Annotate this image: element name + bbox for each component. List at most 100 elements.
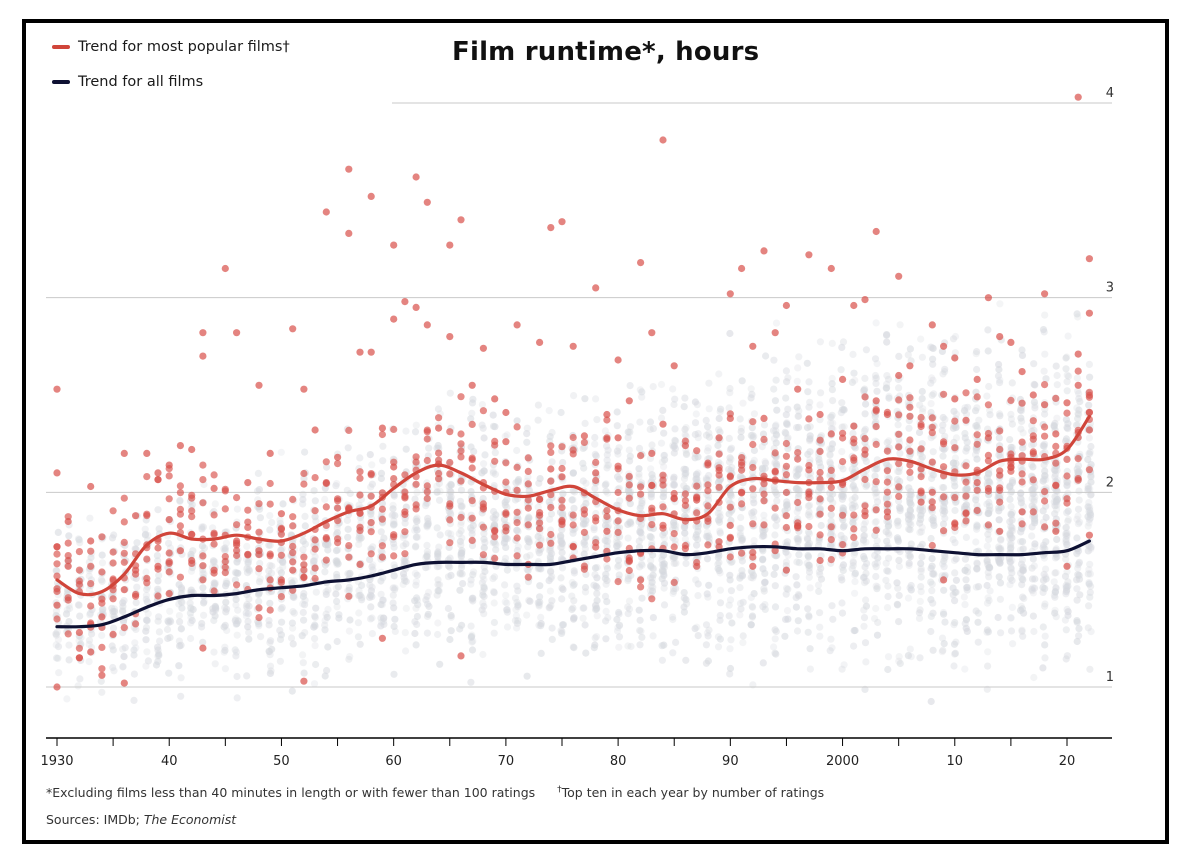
popular-film-dot	[345, 229, 353, 237]
all-film-dot	[62, 610, 71, 618]
popular-film-dot	[625, 481, 633, 489]
all-film-dot	[223, 579, 231, 588]
all-film-dot	[490, 507, 498, 516]
popular-film-dot	[378, 515, 386, 523]
popular-film-dot	[580, 432, 589, 440]
all-film-dot	[795, 559, 803, 567]
all-film-dot	[805, 561, 813, 569]
popular-film-dot	[1085, 426, 1093, 434]
popular-film-dot	[289, 558, 297, 566]
all-film-dot	[828, 339, 836, 347]
all-film-dot	[377, 622, 385, 630]
all-film-dot	[659, 531, 667, 539]
all-film-dot	[399, 534, 407, 542]
all-film-dot	[915, 609, 924, 617]
all-film-dot	[648, 515, 656, 523]
all-film-dot	[749, 574, 757, 582]
all-film-dot	[792, 594, 800, 602]
all-film-dot	[411, 597, 419, 605]
popular-film-dot	[457, 440, 465, 448]
all-film-dot	[187, 567, 196, 575]
all-film-dot	[670, 473, 678, 481]
popular-film-dot	[1029, 435, 1037, 443]
all-film-dot	[422, 564, 430, 572]
popular-film-dot	[491, 533, 499, 541]
all-film-dot	[276, 516, 284, 524]
all-film-dot	[848, 465, 856, 473]
all-film-dot	[1062, 365, 1070, 373]
popular-film-dot	[794, 498, 802, 507]
all-film-dot	[829, 490, 837, 498]
all-film-dot	[771, 582, 779, 590]
popular-film-dot	[120, 549, 128, 557]
popular-film-dot	[446, 333, 454, 341]
all-film-dot	[838, 399, 846, 407]
all-film-dot	[1063, 353, 1071, 361]
all-film-dot	[523, 553, 531, 561]
all-film-dot	[828, 644, 836, 652]
popular-film-dot	[861, 393, 869, 401]
popular-film-dot	[827, 466, 835, 474]
all-film-dot	[321, 672, 329, 680]
all-film-dot	[233, 558, 241, 566]
popular-film-dot	[322, 534, 330, 542]
all-film-dot	[358, 594, 366, 602]
all-film-dot	[635, 465, 643, 473]
all-film-dot	[356, 591, 364, 599]
popular-film-dot	[266, 606, 274, 614]
all-film-dot	[423, 592, 431, 601]
all-film-dot	[469, 594, 477, 602]
all-film-dot	[826, 541, 835, 550]
all-film-dot	[457, 564, 466, 572]
all-film-dot	[884, 665, 892, 674]
popular-film-dot	[1041, 523, 1049, 531]
all-film-dot	[603, 461, 611, 469]
popular-film-dot	[659, 481, 667, 489]
all-film-dot	[938, 634, 947, 642]
all-film-dot	[323, 666, 331, 675]
all-film-dot	[750, 590, 758, 598]
popular-film-dot	[782, 471, 791, 479]
all-film-dot	[962, 501, 970, 510]
popular-film-dot	[984, 294, 993, 302]
all-film-dot	[267, 667, 275, 675]
all-film-dot	[423, 629, 431, 637]
all-film-dot	[737, 605, 745, 613]
all-film-dot	[919, 405, 927, 413]
all-film-dot	[657, 439, 666, 447]
popular-film-dot	[457, 652, 465, 660]
all-film-dot	[728, 619, 736, 627]
all-film-dot	[613, 615, 621, 624]
popular-film-dot	[255, 565, 263, 573]
all-film-dot	[411, 569, 419, 578]
all-film-dot	[883, 331, 891, 339]
legend-swatch-all	[52, 80, 70, 84]
all-film-dot	[492, 511, 500, 519]
all-film-dot	[893, 476, 902, 484]
all-film-dot	[1040, 367, 1048, 375]
popular-film-dot	[928, 321, 936, 329]
popular-film-dot	[143, 449, 151, 457]
all-film-dot	[918, 453, 927, 461]
popular-film-dot	[75, 644, 83, 652]
popular-film-dot	[266, 500, 274, 508]
popular-film-dot	[87, 537, 95, 545]
all-film-dot	[860, 427, 869, 435]
popular-film-dot	[390, 533, 398, 541]
all-film-dot	[773, 406, 781, 414]
all-film-dot	[986, 411, 994, 419]
all-film-dot	[546, 553, 555, 562]
popular-film-dot	[861, 450, 869, 458]
all-film-dot	[590, 526, 598, 534]
all-film-dot	[390, 604, 398, 612]
popular-film-dot	[378, 430, 386, 439]
all-film-dot	[951, 650, 959, 658]
popular-film-dot	[951, 494, 959, 502]
popular-film-dot	[188, 559, 196, 568]
all-film-dot	[290, 593, 298, 602]
all-film-dot	[782, 367, 791, 375]
all-film-dot	[1073, 596, 1081, 604]
all-film-dot	[839, 338, 848, 346]
all-film-dot	[1086, 560, 1094, 568]
all-film-dot	[840, 423, 848, 431]
